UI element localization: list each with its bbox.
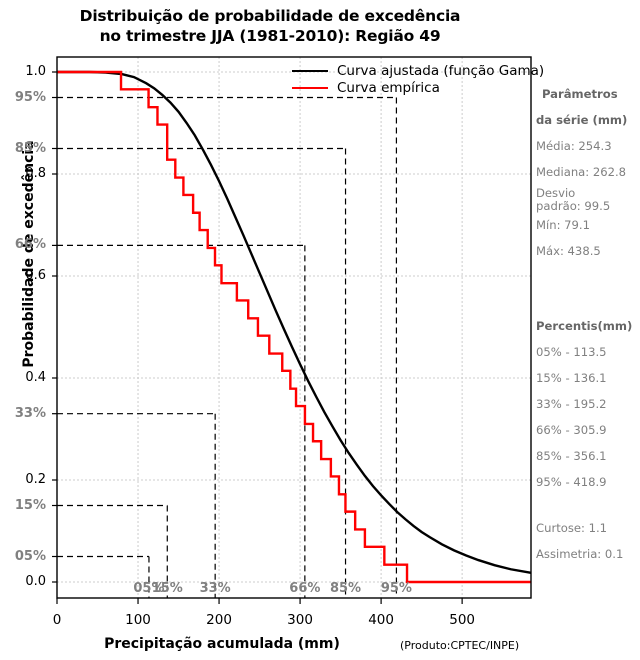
legend-swatch-empirical	[292, 86, 328, 89]
x-tick-label: 0	[52, 612, 62, 628]
params-heading-line2: da série (mm)	[536, 113, 628, 127]
y-tick-label: 66%	[14, 237, 46, 253]
chart-legend: Curva ajustada (função Gama) Curva empír…	[292, 62, 544, 96]
y-tick-label: 05%	[14, 548, 46, 564]
product-credit: (Produto:CPTEC/INPE)	[400, 639, 520, 652]
x-percentile-label: 33%	[199, 581, 231, 596]
x-tick-label: 400	[368, 612, 394, 628]
chart-title-line2: no trimestre JJA (1981-2010): Região 49	[99, 27, 441, 45]
legend-label-empirical: Curva empírica	[337, 79, 440, 96]
x-percentile-label: 95%	[380, 581, 412, 596]
x-percentile-label: 85%	[329, 581, 362, 596]
y-tick-label: 0.2	[25, 472, 46, 487]
x-percentile-label: 15%	[151, 581, 183, 596]
plot-background	[57, 57, 531, 598]
series-parameters-panel: Parâmetros da série (mm) Média: 254.3 Me…	[536, 88, 640, 258]
legend-item-empirical: Curva empírica	[292, 79, 544, 96]
percentiles-heading: Percentis(mm)	[536, 319, 633, 333]
chart-title: Distribuição de probabilidade de excedên…	[0, 6, 540, 46]
y-tick-label: 95%	[14, 89, 46, 105]
x-tick-label: 100	[125, 612, 151, 628]
series-fitted	[57, 70, 532, 575]
param-mediana: Mediana: 262.8	[536, 165, 627, 179]
y-tick-label: 0.8	[25, 166, 46, 181]
percentile-05: 05% - 113.5	[536, 345, 607, 359]
y-tick-label: 33%	[14, 405, 46, 421]
y-tick-label: 85%	[14, 140, 46, 156]
param-desvio-label: Desvio	[536, 186, 576, 200]
percentile-95: 95% - 418.9	[536, 475, 607, 489]
y-tick-label: 0.6	[25, 268, 46, 283]
percentile-15: 15% - 136.1	[536, 371, 607, 385]
moments-panel: Curtose: 1.1 Assimetria: 0.1	[536, 522, 640, 561]
percentile-85: 85% - 356.1	[536, 449, 607, 463]
param-desvio-value: padrão: 99.5	[536, 199, 611, 213]
param-min: Mín: 79.1	[536, 218, 590, 232]
legend-label-fitted: Curva ajustada (função Gama)	[337, 62, 545, 79]
x-percentile-label: 66%	[289, 581, 321, 596]
percentiles-panel: Percentis(mm) 05% - 113.5 15% - 136.1 33…	[536, 320, 640, 489]
stat-assimetria: Assimetria: 0.1	[536, 547, 624, 561]
x-tick-label: 300	[287, 612, 313, 628]
x-tick-label: 200	[206, 612, 232, 628]
percentile-33: 33% - 195.2	[536, 397, 607, 411]
x-percentile-label: 05%	[133, 581, 165, 596]
percentile-66: 66% - 305.9	[536, 423, 607, 437]
chart-title-line1: Distribuição de probabilidade de excedên…	[79, 7, 461, 25]
legend-item-fitted: Curva ajustada (função Gama)	[292, 62, 544, 79]
y-tick-label: 1.0	[25, 64, 46, 79]
y-tick-label: 15%	[14, 497, 46, 513]
y-tick-label: 0.0	[25, 574, 46, 589]
plot-frame	[56, 56, 532, 599]
x-axis-label: Precipitação acumulada (mm)	[104, 636, 340, 652]
param-max: Máx: 438.5	[536, 244, 601, 258]
y-tick-label: 0.4	[25, 370, 46, 385]
param-media: Média: 254.3	[536, 139, 612, 153]
series-empirical	[57, 70, 531, 584]
stat-curtose: Curtose: 1.1	[536, 521, 608, 535]
params-heading-line1: Parâmetros	[542, 87, 618, 101]
x-tick-label: 500	[449, 612, 476, 628]
legend-swatch-fitted	[292, 69, 328, 72]
